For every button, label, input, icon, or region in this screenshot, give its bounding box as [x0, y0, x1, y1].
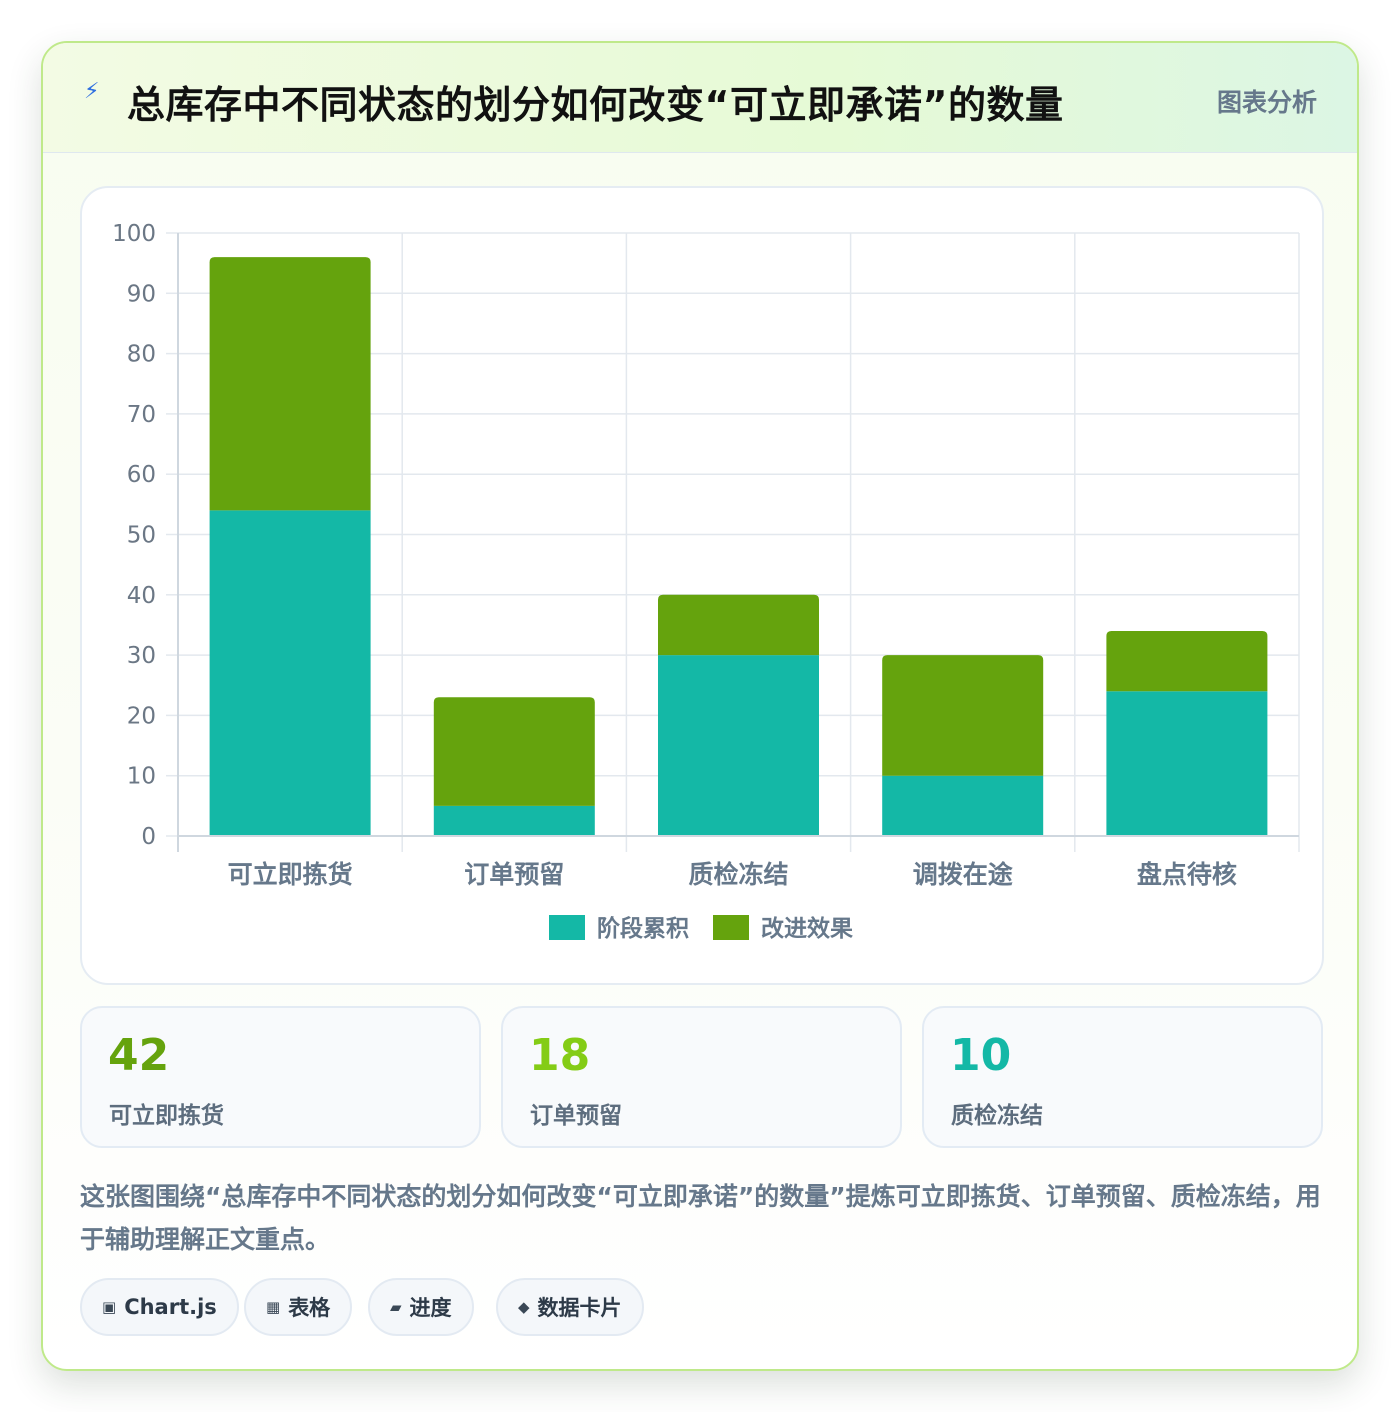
- stat-value: 18: [529, 1030, 591, 1081]
- chip-label: 数据卡片: [537, 1296, 622, 1320]
- stat-label: 质检冻结: [951, 1103, 1043, 1129]
- card-header: ⚡ 总库存中不同状态的划分如何改变“可立即承诺”的数量 图表分析: [43, 43, 1357, 153]
- stat-label: 可立即拣货: [109, 1103, 224, 1129]
- y-tick-label: 40: [127, 583, 156, 609]
- stacked-bar-chart: 0 10 20 30 40 50 60 70 80 90 100 可立即拣货 订单预留 质检冻结 调拨在途 盘…: [112, 221, 1300, 942]
- progress-icon: ▰: [390, 1298, 402, 1316]
- legend-label: 阶段累积: [597, 915, 689, 942]
- chip-label: 表格: [288, 1296, 331, 1320]
- chip-table[interactable]: ▦ 表格: [244, 1278, 353, 1336]
- bar-segment: [209, 257, 371, 511]
- legend-swatch: [713, 915, 749, 940]
- y-tick-label: 80: [127, 342, 156, 368]
- y-tick-label: 90: [127, 281, 156, 307]
- bar-segment: [658, 655, 819, 836]
- chip-label: Chart.js: [124, 1295, 217, 1319]
- x-tick-label: 可立即拣货: [228, 860, 353, 889]
- diamond-icon: ◆: [518, 1298, 530, 1316]
- chip-label: 进度: [409, 1296, 452, 1320]
- bar-segment: [433, 805, 595, 836]
- chart-card: ⚡ 总库存中不同状态的划分如何改变“可立即承诺”的数量 图表分析 0 10 20 30…: [41, 41, 1359, 1371]
- legend-swatch: [549, 915, 585, 940]
- stat-card: 10 质检冻结: [922, 1006, 1323, 1148]
- chart-panel: 0 10 20 30 40 50 60 70 80 90 100 可立即拣货 订单预留 质检冻结 调拨在途 盘…: [80, 186, 1324, 985]
- y-tick-label: 20: [127, 703, 156, 729]
- stat-card: 18 订单预留: [501, 1006, 902, 1148]
- y-tick-label: 30: [127, 643, 156, 669]
- stat-card: 42 可立即拣货: [80, 1006, 481, 1148]
- y-tick-label: 50: [127, 523, 156, 549]
- bar-segment: [1106, 691, 1268, 836]
- bar-segment: [658, 594, 819, 656]
- chip-data-cards[interactable]: ◆ 数据卡片: [496, 1278, 644, 1336]
- chip-chartjs[interactable]: ▣ Chart.js: [80, 1278, 239, 1336]
- y-tick-label: 0: [141, 824, 156, 850]
- stat-cards: 42 可立即拣货 18 订单预留 10 质检冻结: [80, 1006, 1324, 1148]
- chip-progress[interactable]: ▰ 进度: [368, 1278, 474, 1336]
- y-tick-label: 100: [112, 221, 156, 247]
- legend: 阶段累积 改进效果: [549, 915, 853, 942]
- table-icon: ▦: [266, 1298, 281, 1316]
- bar-segment: [882, 775, 1044, 836]
- x-tick-label: 质检冻结: [688, 860, 788, 889]
- stat-value: 42: [108, 1030, 170, 1081]
- legend-label: 改进效果: [761, 915, 853, 942]
- bar-segment: [433, 697, 595, 806]
- bar-segment: [209, 510, 371, 836]
- bar-segment: [1106, 630, 1268, 692]
- y-tick-label: 10: [127, 764, 156, 790]
- x-tick-label: 盘点待核: [1137, 860, 1237, 889]
- chart-icon: ▣: [102, 1298, 117, 1316]
- x-tick-label: 订单预留: [464, 860, 564, 889]
- lightning-icon: ⚡: [84, 79, 100, 104]
- stat-label: 订单预留: [530, 1103, 622, 1129]
- page-title: 总库存中不同状态的划分如何改变“可立即承诺”的数量: [127, 83, 1064, 127]
- stat-value: 10: [950, 1030, 1012, 1081]
- x-tick-label: 调拨在途: [913, 860, 1014, 889]
- bar-segment: [882, 655, 1044, 776]
- y-tick-label: 60: [127, 462, 156, 488]
- chart-description: 这张图围绕“总库存中不同状态的划分如何改变“可立即承诺”的数量”提炼可立即拣货、…: [80, 1182, 1321, 1254]
- y-tick-label: 70: [127, 402, 156, 428]
- chart-analysis-tag: 图表分析: [1216, 88, 1317, 117]
